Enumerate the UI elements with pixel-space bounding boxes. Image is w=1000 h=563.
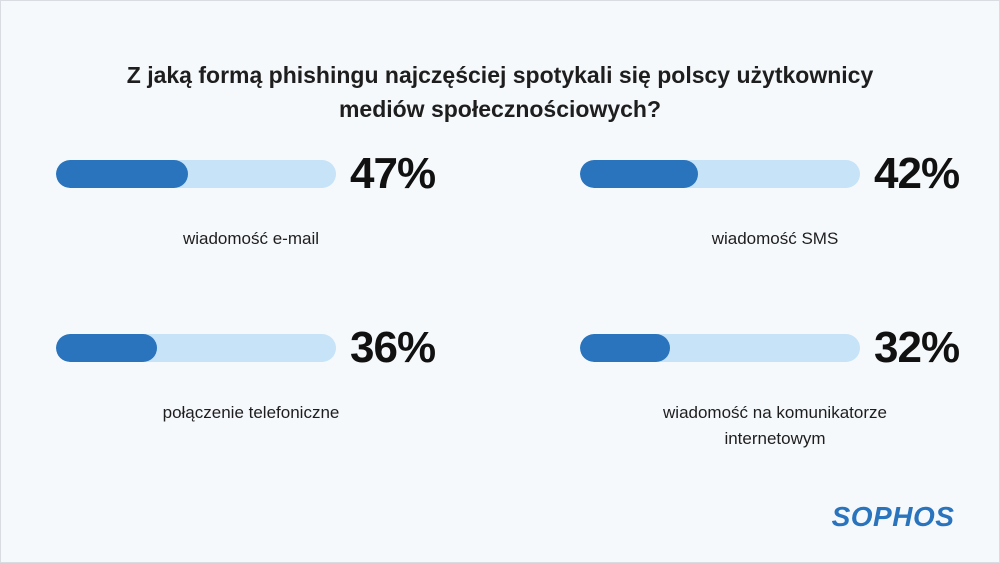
bar-fill [56, 334, 157, 362]
sophos-logo: SOPHOS [831, 501, 955, 532]
value-label: 47% [350, 149, 436, 198]
metric-messenger: 32% wiadomość na komunikatorze interneto… [580, 323, 1000, 474]
bar-fill [580, 334, 670, 362]
value-label: 32% [874, 323, 960, 372]
chart-title: Z jaką formą phishingu najczęściej spoty… [0, 58, 1000, 126]
bar-track [56, 160, 336, 188]
bar-track [580, 160, 860, 188]
metric-email: 47% wiadomość e-mail [56, 149, 476, 300]
category-label: połączenie telefoniczne [162, 403, 340, 422]
category-label: wiadomość SMS [711, 229, 839, 248]
value-label: 36% [350, 323, 436, 372]
category-label: wiadomość e-mail [182, 229, 320, 248]
value-label: 42% [874, 149, 960, 198]
title-line-2: mediów społecznościowych? [338, 96, 662, 122]
bar-fill [56, 160, 188, 188]
category-label: wiadomość na komunikatorze internetowym [663, 403, 887, 448]
title-line-1: Z jaką formą phishingu najczęściej spoty… [126, 62, 874, 88]
bar-fill [580, 160, 698, 188]
bar-track [580, 334, 860, 362]
metric-sms: 42% wiadomość SMS [580, 149, 1000, 300]
bar-track [56, 334, 336, 362]
metric-phone-call: 36% połączenie telefoniczne [56, 323, 476, 474]
